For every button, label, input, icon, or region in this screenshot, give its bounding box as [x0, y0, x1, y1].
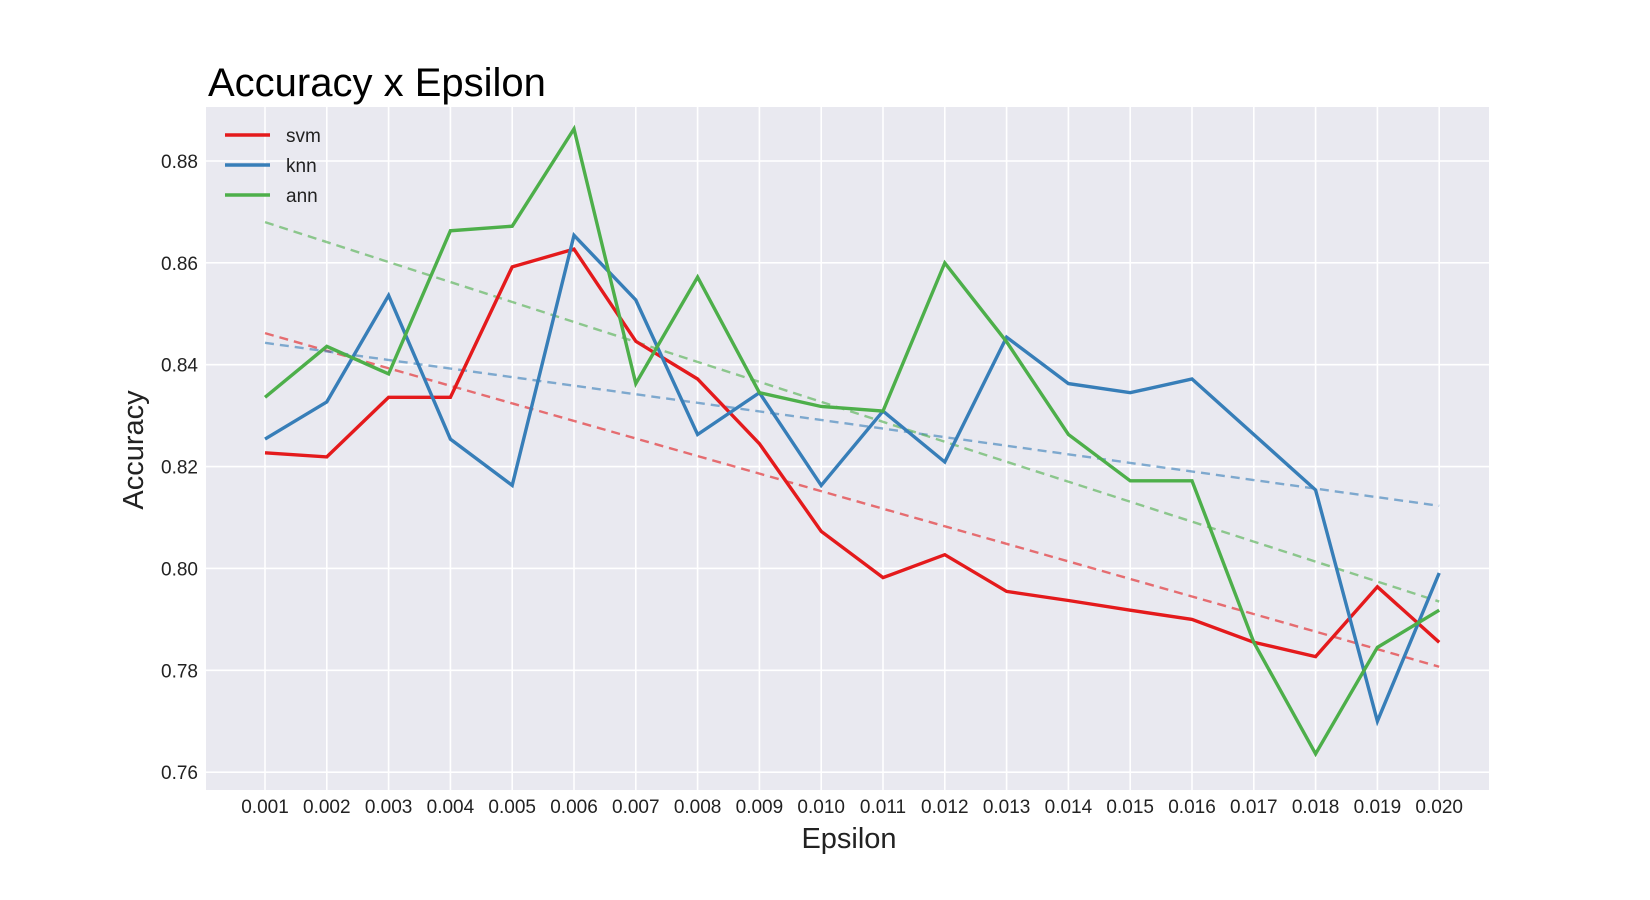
y-tick-labels: 0.76 0.78 0.80 0.82 0.84 0.86 0.88 [161, 152, 198, 784]
y-tick-label: 0.82 [161, 458, 198, 479]
y-tick-label: 0.80 [161, 559, 198, 580]
x-tick-label: 0.010 [797, 797, 845, 818]
x-tick-label: 0.008 [674, 797, 722, 818]
x-tick-label: 0.001 [241, 797, 289, 818]
x-tick-label: 0.014 [1045, 797, 1093, 818]
x-axis-label: Epsilon [801, 823, 896, 855]
svm-trend-line [264, 331, 1440, 668]
y-axis-label: Accuracy [118, 390, 150, 510]
x-tick-label: 0.002 [303, 797, 351, 818]
x-tick-label: 0.003 [365, 797, 413, 818]
x-tick-label: 0.011 [860, 797, 906, 818]
y-tick-label: 0.88 [161, 152, 198, 173]
x-tick-label: 0.004 [427, 797, 475, 818]
x-tick-label: 0.005 [488, 797, 536, 818]
x-tick-label: 0.020 [1415, 797, 1463, 818]
knn-trend-line [264, 341, 1440, 507]
knn-series-line [264, 231, 1441, 727]
legend-label-ann: ann [286, 186, 318, 207]
x-tick-label: 0.015 [1106, 797, 1154, 818]
legend: svm knn ann [225, 126, 321, 207]
ann-series-line [263, 124, 1441, 758]
y-tick-label: 0.76 [161, 763, 198, 784]
series-lines [263, 124, 1441, 758]
x-tick-label: 0.006 [550, 797, 598, 818]
x-tick-label: 0.009 [736, 797, 784, 818]
x-tick-label: 0.016 [1168, 797, 1216, 818]
x-tick-label: 0.017 [1230, 797, 1278, 818]
x-tick-label: 0.018 [1292, 797, 1340, 818]
ann-trend-line [264, 220, 1440, 603]
y-tick-label: 0.86 [161, 254, 198, 275]
x-tick-label: 0.019 [1354, 797, 1402, 818]
x-tick-label: 0.013 [983, 797, 1031, 818]
trend-lines [264, 220, 1440, 668]
grid [206, 107, 1489, 790]
x-tick-labels: 0.001 0.002 0.003 0.004 0.005 0.006 0.007 0.008… [241, 797, 1463, 818]
svm-series-line [264, 247, 1441, 659]
plot-background [206, 107, 1489, 790]
legend-label-svm: svm [286, 126, 321, 147]
y-tick-label: 0.84 [161, 356, 198, 377]
y-tick-label: 0.78 [161, 661, 198, 682]
chart-title: Accuracy x Epsilon [208, 61, 546, 105]
x-tick-label: 0.012 [921, 797, 969, 818]
x-tick-label: 0.007 [612, 797, 660, 818]
legend-label-knn: knn [286, 156, 317, 177]
